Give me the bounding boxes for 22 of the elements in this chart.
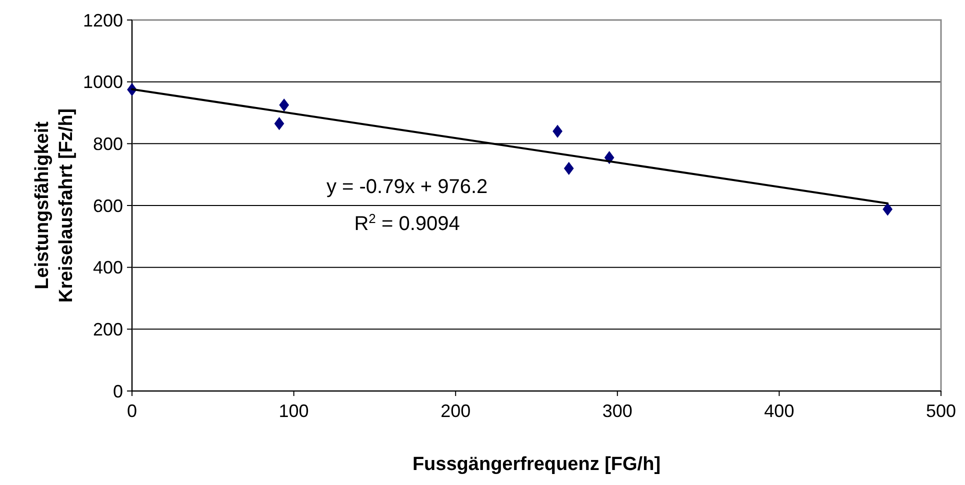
y-tick-label: 0 — [112, 381, 123, 402]
y-tick-label: 1000 — [82, 72, 123, 92]
x-tick-label: 400 — [764, 401, 794, 421]
x-tick-label: 200 — [440, 401, 471, 421]
annotation: R$^{2}$ = 0.9094 — [354, 210, 460, 236]
y-tick-label: 400 — [92, 258, 123, 278]
x-tick-label: 0 — [126, 401, 138, 421]
y-axis-title: Leistungsfähigkeit Kreiselausfahrt [Fz/h] — [32, 108, 77, 303]
y-tick-label: 1200 — [82, 10, 123, 30]
point — [274, 116, 284, 130]
x-tick-label: 100 — [278, 401, 309, 421]
point — [552, 124, 562, 138]
annotation: y = -0.79x + 976.2 — [326, 176, 488, 198]
x-tick-label: 500 — [926, 401, 956, 421]
y-tick-label: 200 — [92, 319, 123, 340]
y-tick-label: 600 — [92, 196, 123, 216]
point — [882, 202, 893, 216]
point — [279, 98, 290, 112]
point — [564, 162, 574, 175]
y-tick-label: 800 — [92, 134, 123, 154]
x-axis-title: Fussgängerfrequenz [FG/h] — [412, 454, 661, 475]
x-tick-label: 300 — [602, 401, 632, 421]
